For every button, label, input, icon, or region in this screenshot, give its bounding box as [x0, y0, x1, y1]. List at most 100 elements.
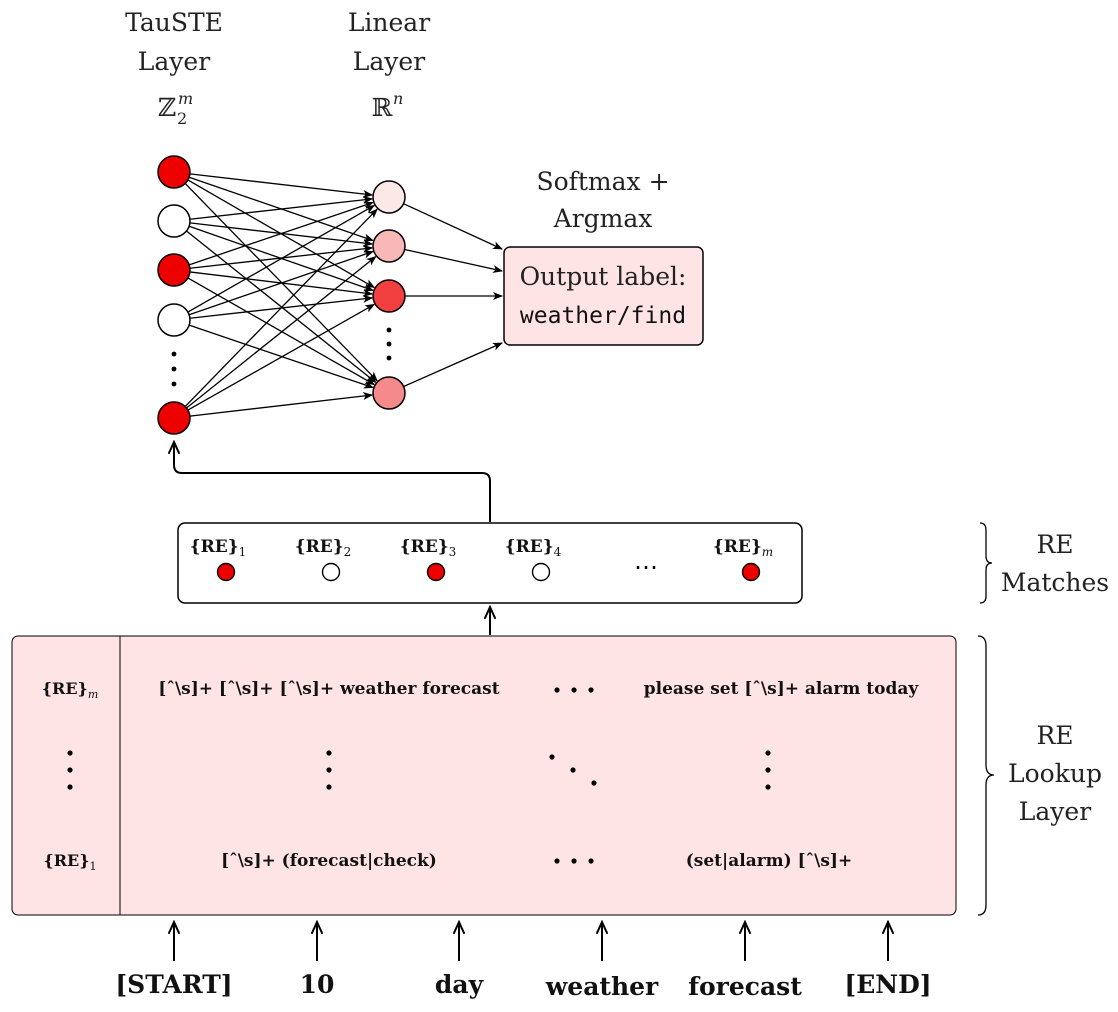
linear-header-symbol: ℝ [372, 93, 393, 122]
re-match-m: {RE}m [713, 537, 773, 582]
edge-tauste-2-to-linear-1 [189, 195, 374, 220]
svg-text:{RE}2: {RE}2 [295, 537, 352, 559]
edge-linear-1-to-output [403, 203, 503, 250]
re-matches-side-label-line2: Matches [1001, 568, 1109, 597]
linear-header: Linear Layer ℝ n [348, 8, 430, 122]
svg-text:{RE}m: {RE}m [713, 537, 773, 559]
re-match-1-indicator [216, 562, 236, 582]
svg-text:{RE}3: {RE}3 [400, 537, 457, 559]
re-match-4-indicator [531, 562, 551, 582]
re-match-3: {RE}3 [400, 537, 457, 582]
edge-tauste-3-to-linear-4 [187, 277, 376, 386]
re-match-2-sub: 2 [344, 545, 352, 559]
edge-tauste-4-to-linear-1 [187, 204, 376, 313]
edge-linear-4-to-output [403, 342, 503, 388]
tauste-neuron-1 [157, 155, 191, 189]
tauste-header-symbol: ℤ [158, 93, 176, 122]
tauste-header-line2: Layer [138, 47, 210, 76]
re-lookup-frame [11, 635, 957, 916]
re-matches-brace [979, 522, 993, 604]
tauste-neuron-2 [157, 204, 191, 238]
token-start: [START] [115, 970, 232, 999]
svg-text:{RE}1: {RE}1 [190, 537, 247, 559]
tauste-neuron-4 [157, 303, 191, 337]
svg-text:{RE}1: {RE}1 [43, 851, 96, 873]
lookup-top-hdots [554, 687, 594, 693]
output-label-box: Output label: weather/find [503, 246, 704, 346]
lookup-top-key: {RE} [42, 679, 88, 698]
re-lookup-side-label-line3: Layer [1019, 797, 1091, 826]
lookup-bottom-pattern-3: (set|alarm) [ˆ\s]+ [686, 851, 852, 871]
lookup-bottom-key-sub: 1 [90, 860, 97, 873]
re-match-1: {RE}1 [190, 537, 247, 582]
linear-neuron-1 [372, 180, 406, 214]
re-match-2-label: {RE} [295, 537, 344, 557]
tauste-neuron-m [157, 401, 191, 435]
edge-tauste-5-to-linear-1 [184, 208, 378, 407]
linear-to-output-edges [403, 203, 503, 388]
tauste-header: TauSTE Layer ℤ 2 m [125, 8, 223, 128]
edge-tauste-5-to-linear-4 [189, 392, 374, 417]
token-end: [END] [844, 970, 931, 999]
tauste-symbol-letter: ℤ [158, 93, 176, 122]
matches-to-tauste-arrow [174, 442, 491, 522]
linear-vdots [386, 327, 392, 361]
token-weather: weather [545, 972, 659, 1001]
re-match-4-sub: 4 [554, 545, 562, 559]
linear-neuron-n [372, 376, 406, 410]
re-matches-box: {RE}1 {RE}2 {RE}3 {RE}4 ⋯ {RE}m [177, 522, 803, 604]
output-label-value: weather/find [520, 303, 686, 329]
token-forecast: forecast [688, 972, 802, 1001]
re-match-4: {RE}4 [505, 537, 562, 582]
softmax-header-line2: Argmax [553, 204, 653, 233]
edge-tauste-2-to-linear-4 [186, 230, 377, 384]
re-lookup-side-label-line2: Lookup [1008, 759, 1102, 788]
re-match-3-sub: 3 [449, 545, 457, 559]
softmax-header-line1: Softmax + [536, 167, 669, 196]
edge-tauste-4-to-linear-4 [188, 324, 374, 389]
linear-header-line2: Layer [353, 47, 425, 76]
svg-text:{RE}m: {RE}m [42, 679, 99, 701]
re-match-4-label: {RE} [505, 537, 554, 557]
edge-tauste-3-to-linear-1 [188, 201, 374, 266]
linear-header-line1: Linear [348, 8, 430, 37]
re-match-m-sub: m [762, 545, 773, 559]
re-lookup-brace [977, 635, 995, 916]
linear-symbol-sup: n [393, 89, 403, 108]
lookup-bottom-pattern-1: [ˆ\s]+ (forecast|check) [221, 851, 437, 871]
lookup-top-pattern-3: please set [ˆ\s]+ alarm today [644, 679, 920, 699]
lookup-key-vdots [67, 750, 73, 790]
tauste-neuron-3 [157, 253, 191, 287]
re-match-3-label: {RE} [400, 537, 449, 557]
re-match-m-indicator [741, 562, 761, 582]
re-matches-ellipsis: ⋯ [634, 553, 658, 581]
re-matches-side-label-line1: RE [1036, 530, 1073, 559]
svg-text:{RE}4: {RE}4 [505, 537, 562, 559]
softmax-header: Softmax + Argmax [536, 167, 669, 233]
tauste-symbol-sub: 2 [177, 109, 187, 128]
re-match-3-indicator [426, 562, 446, 582]
lookup-bottom-hdots [554, 858, 594, 864]
re-matches-frame [177, 522, 803, 604]
tauste-vdots [171, 351, 177, 387]
re-match-1-label: {RE} [190, 537, 239, 557]
re-match-m-label: {RE} [713, 537, 762, 557]
tauste-neurons [157, 155, 191, 435]
tauste-to-linear-edges [184, 173, 378, 417]
lookup-bottom-key: {RE} [43, 851, 89, 870]
output-box-frame [503, 246, 704, 346]
input-tokens: [START] 10 day weather forecast [END] [115, 922, 932, 1001]
token-10: 10 [300, 970, 335, 999]
lookup-diagonal-dots [549, 754, 597, 786]
tauste-symbol-sup: m [178, 89, 193, 108]
lookup-col3-vdots [765, 750, 771, 790]
edge-tauste-1-to-linear-1 [189, 173, 374, 198]
lookup-top-pattern-1: [ˆ\s]+ [ˆ\s]+ [ˆ\s]+ weather forecast [158, 679, 499, 699]
edge-tauste-5-to-linear-3 [187, 303, 376, 411]
lookup-top-key-sub: m [88, 688, 98, 701]
edge-tauste-4-to-linear-2 [188, 250, 374, 316]
linear-neuron-3 [372, 279, 406, 313]
edge-linear-2-to-output [404, 248, 503, 273]
tauste-header-line1: TauSTE [125, 8, 223, 37]
